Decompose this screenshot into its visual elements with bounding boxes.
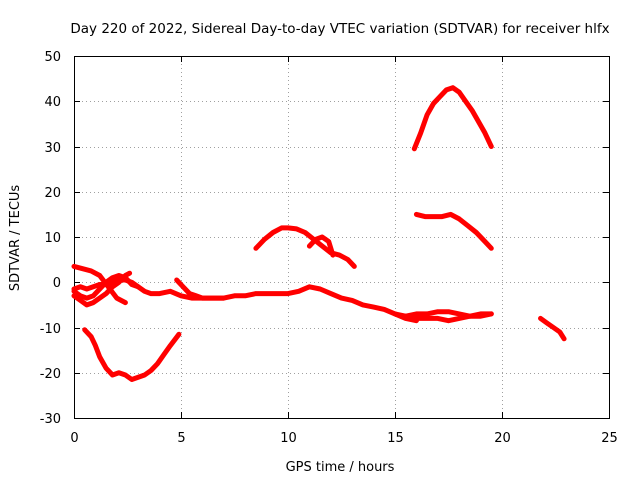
- y-tick-label: -10: [40, 322, 61, 337]
- y-tick-label: 0: [53, 276, 61, 291]
- series-arc-10: [392, 309, 494, 319]
- series-arc-4: [71, 273, 141, 301]
- ticks: 0 5 10 15 20 25 -30 -20 -10 0 10 20 30 40 50: [40, 50, 618, 446]
- series-arc-6: [174, 277, 227, 301]
- series-layer: [71, 85, 567, 382]
- y-tick-label: -30: [40, 412, 61, 427]
- chart-title: Day 220 of 2022, Sidereal Day-to-day VTE…: [70, 21, 609, 37]
- series-arc-5: [82, 327, 182, 382]
- y-tick-label: -20: [40, 367, 61, 382]
- x-tick-label: 10: [280, 431, 297, 446]
- y-tick-label: 40: [44, 95, 61, 110]
- x-tick-label: 25: [601, 431, 618, 446]
- y-tick-label: 10: [44, 231, 61, 246]
- y-axis-label: SDTVAR / TECUs: [8, 185, 23, 292]
- y-tick-label: 20: [44, 186, 61, 201]
- x-tick-label: 20: [494, 431, 511, 446]
- x-tick-label: 5: [177, 431, 185, 446]
- y-tick-label: 50: [44, 50, 61, 65]
- grid: [74, 56, 609, 418]
- x-tick-label: 0: [70, 431, 78, 446]
- series-arc-11: [411, 85, 494, 152]
- series-arc-12: [413, 211, 494, 251]
- x-tick-label: 15: [387, 431, 404, 446]
- series-arc-7: [253, 225, 357, 269]
- series-arc-13: [538, 315, 567, 342]
- series-arc-3: [71, 263, 128, 306]
- y-tick-label: 30: [44, 141, 61, 156]
- x-axis-label: GPS time / hours: [286, 460, 395, 475]
- series-arc-8: [306, 234, 336, 258]
